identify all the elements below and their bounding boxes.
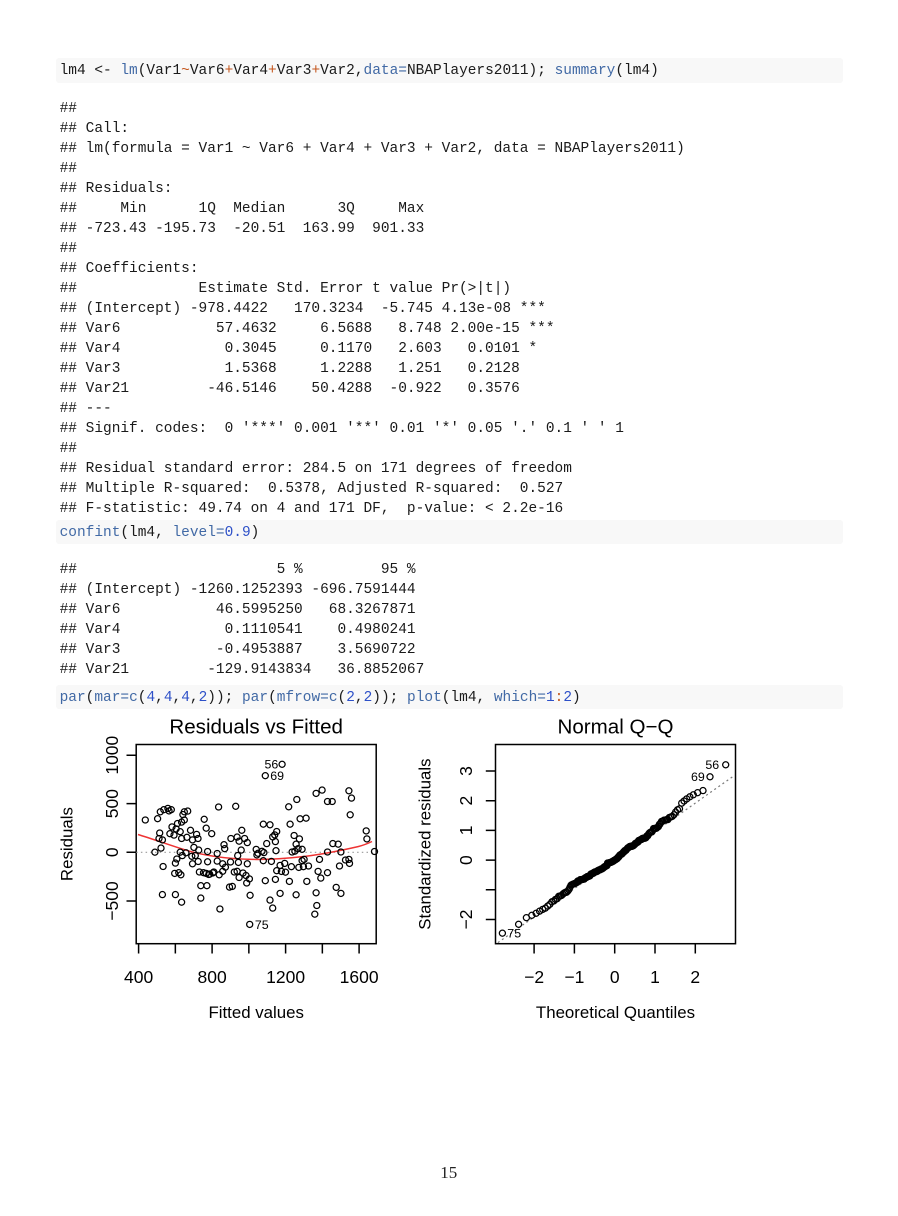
- svg-text:75: 75: [255, 918, 269, 932]
- svg-text:1200: 1200: [266, 967, 305, 987]
- svg-text:1600: 1600: [340, 967, 379, 987]
- svg-text:−500: −500: [102, 881, 122, 921]
- svg-text:Normal Q−Q: Normal Q−Q: [558, 716, 674, 739]
- svg-text:69: 69: [691, 770, 705, 784]
- svg-text:400: 400: [124, 967, 153, 987]
- svg-text:75: 75: [507, 927, 521, 941]
- svg-text:Fitted values: Fitted values: [208, 1003, 304, 1022]
- svg-text:−2: −2: [524, 967, 544, 987]
- svg-text:−2: −2: [456, 910, 476, 930]
- svg-text:56: 56: [705, 758, 719, 772]
- svg-text:0: 0: [456, 855, 476, 865]
- svg-text:0: 0: [102, 847, 122, 857]
- svg-text:Residuals vs Fitted: Residuals vs Fitted: [169, 716, 343, 739]
- svg-text:−1: −1: [564, 967, 584, 987]
- svg-text:500: 500: [102, 789, 122, 818]
- svg-text:Residuals: Residuals: [58, 807, 77, 881]
- svg-text:1: 1: [650, 967, 660, 987]
- svg-text:2: 2: [456, 796, 476, 806]
- svg-text:69: 69: [270, 769, 284, 783]
- svg-text:56: 56: [265, 757, 279, 771]
- svg-text:Standardized residuals: Standardized residuals: [416, 758, 435, 929]
- svg-text:1000: 1000: [102, 735, 122, 774]
- svg-text:1: 1: [456, 826, 476, 836]
- svg-text:3: 3: [456, 766, 476, 776]
- svg-text:0: 0: [610, 967, 620, 987]
- svg-text:Theoretical Quantiles: Theoretical Quantiles: [536, 1003, 695, 1022]
- svg-text:800: 800: [197, 967, 226, 987]
- svg-text:2: 2: [690, 967, 700, 987]
